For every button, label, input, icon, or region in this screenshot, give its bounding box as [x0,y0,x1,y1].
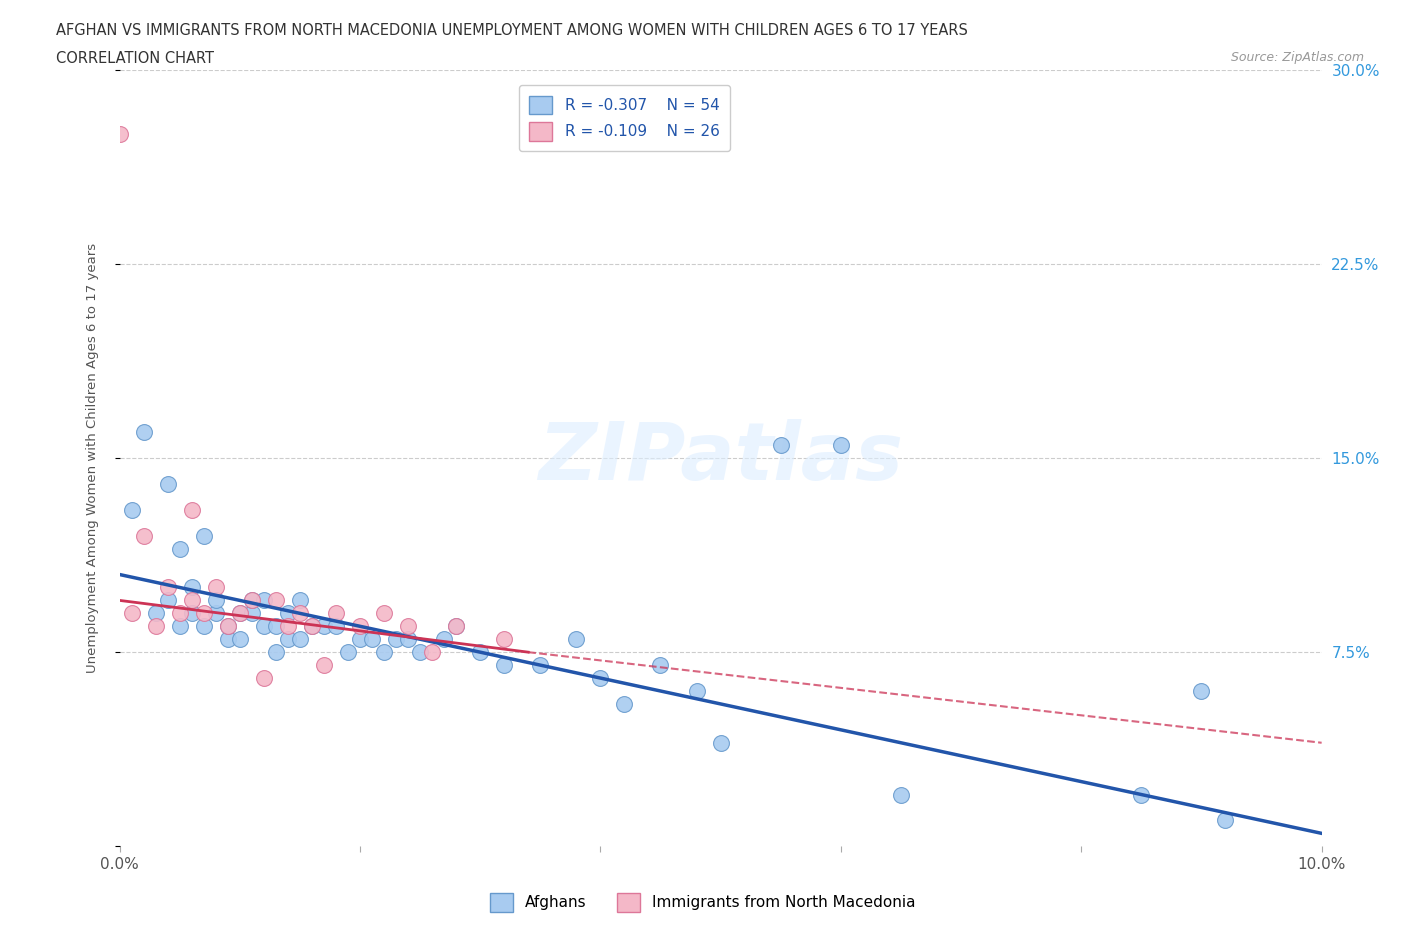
Point [169,606,191,621]
Point [253,618,276,633]
Point [468,644,492,659]
Point [253,671,276,685]
Legend: R = -0.307    N = 54, R = -0.109    N = 26: R = -0.307 N = 54, R = -0.109 N = 26 [519,86,730,152]
Point [494,631,516,646]
Point [121,502,143,517]
Point [264,593,287,608]
Point [830,438,852,453]
Point [420,644,443,659]
Point [349,618,371,633]
Point [240,593,263,608]
Point [301,618,323,633]
Point [288,606,311,621]
Point [132,528,155,543]
Point [336,644,359,659]
Point [180,502,202,517]
Point [228,606,252,621]
Point [312,658,335,672]
Text: ZIPatlas: ZIPatlas [538,419,903,497]
Point [433,631,456,646]
Point [277,606,299,621]
Point [180,580,202,595]
Point [180,606,202,621]
Point [264,618,287,633]
Point [132,425,155,440]
Point [769,438,792,453]
Point [288,593,311,608]
Point [396,618,419,633]
Text: AFGHAN VS IMMIGRANTS FROM NORTH MACEDONIA UNEMPLOYMENT AMONG WOMEN WITH CHILDREN: AFGHAN VS IMMIGRANTS FROM NORTH MACEDONI… [56,23,969,38]
Point [373,644,395,659]
Point [217,618,239,633]
Point [349,631,371,646]
Point [396,631,419,646]
Point [494,658,516,672]
Point [169,618,191,633]
Point [650,658,672,672]
Point [193,528,215,543]
Point [121,606,143,621]
Point [253,593,276,608]
Point [385,631,408,646]
Point [409,644,432,659]
Point [301,618,323,633]
Text: Source: ZipAtlas.com: Source: ZipAtlas.com [1230,51,1364,64]
Point [156,593,179,608]
Point [288,631,311,646]
Point [1130,787,1153,802]
Point [325,618,347,633]
Point [565,631,588,646]
Point [204,606,226,621]
Point [145,618,167,633]
Point [240,606,263,621]
Point [1215,813,1237,828]
Point [204,593,226,608]
Point [217,631,239,646]
Point [1189,684,1212,698]
Point [240,593,263,608]
Point [312,618,335,633]
Point [264,644,287,659]
Point [277,618,299,633]
Point [709,736,731,751]
Point [204,580,226,595]
Point [444,618,467,633]
Point [145,606,167,621]
Point [156,580,179,595]
Point [325,606,347,621]
Point [444,618,467,633]
Point [613,697,636,711]
Point [685,684,707,698]
Point [193,606,215,621]
Point [108,127,131,142]
Legend: Afghans, Immigrants from North Macedonia: Afghans, Immigrants from North Macedonia [484,887,922,918]
Point [890,787,912,802]
Point [169,541,191,556]
Point [228,606,252,621]
Point [529,658,551,672]
Point [156,476,179,491]
Point [217,618,239,633]
Y-axis label: Unemployment Among Women with Children Ages 6 to 17 years: Unemployment Among Women with Children A… [86,243,98,673]
Point [277,631,299,646]
Text: CORRELATION CHART: CORRELATION CHART [56,51,214,66]
Point [180,593,202,608]
Point [361,631,384,646]
Point [373,606,395,621]
Point [228,631,252,646]
Point [193,618,215,633]
Point [589,671,612,685]
